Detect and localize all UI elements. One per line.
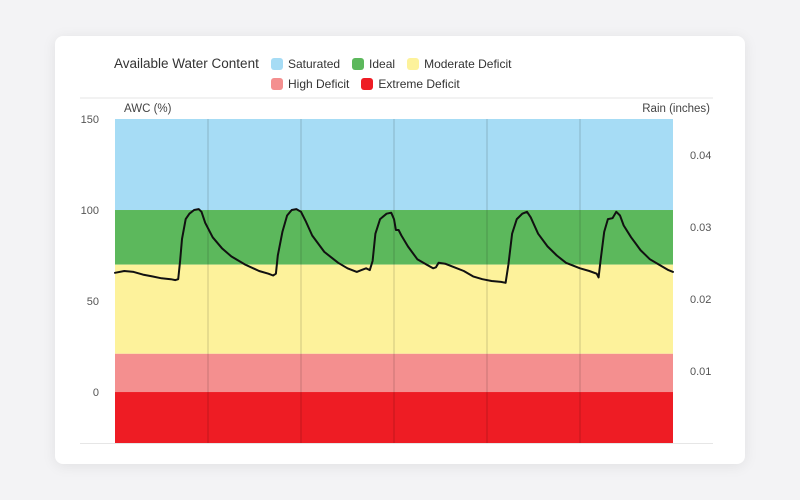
legend-label-high-deficit: High Deficit (288, 77, 350, 91)
legend-label-extreme-deficit: Extreme Deficit (378, 77, 460, 91)
legend-swatch-ideal (352, 58, 365, 70)
y-tick-100: 100 (81, 205, 99, 217)
y-axis-right-ticks: 0.01 0.02 0.03 0.04 (690, 150, 711, 378)
legend-swatch-high-deficit (271, 78, 283, 90)
legend-item-saturated[interactable]: Saturated (271, 54, 340, 74)
y-right-tick-0-04: 0.04 (690, 150, 711, 162)
awc-series-line (114, 208, 674, 284)
band-moderate-deficit (115, 264, 673, 354)
legend-label-ideal: Ideal (369, 57, 396, 71)
legend-item-high-deficit[interactable]: High Deficit (271, 74, 349, 94)
y-right-tick-0-03: 0.03 (690, 222, 711, 234)
y-tick-150: 150 (81, 114, 99, 126)
y-axis-right-title: Rain (inches) (642, 103, 710, 115)
band-saturated (115, 119, 673, 211)
y-tick-50: 50 (87, 296, 99, 308)
legend-swatch-extreme-deficit (361, 78, 374, 90)
legend-label-saturated: Saturated (288, 57, 341, 71)
chart-legend: Saturated Ideal Moderate Deficit High De… (271, 54, 611, 94)
legend-label-moderate-deficit: Moderate Deficit (424, 57, 512, 71)
legend-swatch-moderate-deficit (407, 58, 420, 70)
legend-swatch-saturated (271, 58, 283, 70)
zone-bands (115, 119, 673, 443)
legend-item-extreme-deficit[interactable]: Extreme Deficit (361, 74, 460, 94)
y-tick-0: 0 (93, 387, 99, 399)
band-extreme-deficit (115, 392, 673, 443)
band-high-deficit (115, 353, 673, 393)
chart-title: Available Water Content (114, 56, 259, 71)
y-right-tick-0-02: 0.02 (690, 294, 711, 306)
y-axis-ticks: 0 50 100 150 (81, 114, 99, 399)
y-axis-title: AWC (%) (124, 103, 172, 115)
legend-item-moderate-deficit[interactable]: Moderate Deficit (407, 54, 511, 74)
y-right-tick-0-01: 0.01 (690, 366, 711, 378)
legend-item-ideal[interactable]: Ideal (352, 54, 395, 74)
vertical-gridlines (207, 119, 581, 443)
